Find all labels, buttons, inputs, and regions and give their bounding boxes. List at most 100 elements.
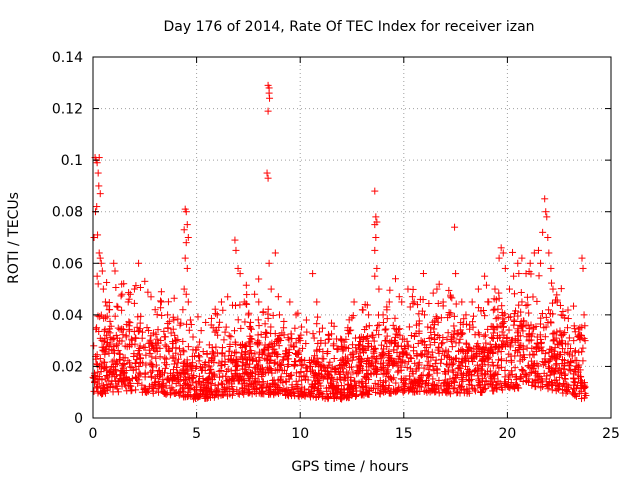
data-point	[398, 350, 406, 358]
data-point	[526, 351, 534, 359]
data-point	[310, 334, 318, 342]
data-point	[130, 299, 138, 307]
data-point	[346, 363, 354, 371]
data-point	[358, 391, 366, 399]
data-point	[581, 337, 589, 345]
data-point	[435, 344, 443, 352]
data-point	[217, 298, 225, 306]
data-point	[290, 343, 298, 351]
data-point	[537, 384, 545, 392]
data-point	[419, 270, 427, 278]
data-point	[337, 395, 345, 403]
data-point	[575, 361, 583, 369]
data-point	[395, 385, 403, 393]
data-point	[544, 319, 552, 327]
data-point	[144, 387, 152, 395]
data-point	[325, 361, 333, 369]
data-point	[303, 328, 311, 336]
data-point	[261, 341, 269, 349]
data-point	[411, 359, 419, 367]
data-point	[155, 366, 163, 374]
data-point	[565, 362, 573, 370]
data-point	[264, 305, 272, 313]
data-point	[571, 356, 579, 364]
data-point	[580, 311, 588, 319]
data-point	[489, 334, 497, 342]
data-point	[463, 352, 471, 360]
data-point	[100, 327, 108, 335]
data-point	[435, 376, 443, 384]
data-point	[114, 303, 122, 311]
data-point	[153, 311, 161, 319]
data-point	[284, 355, 292, 363]
data-point	[207, 365, 215, 373]
data-point	[227, 351, 235, 359]
data-point	[494, 305, 502, 313]
data-point	[567, 358, 575, 366]
data-point	[547, 264, 555, 272]
data-point	[317, 363, 325, 371]
data-point	[307, 368, 315, 376]
data-point	[174, 315, 182, 323]
data-point	[374, 380, 382, 388]
data-point	[427, 324, 435, 332]
data-point	[183, 264, 191, 272]
data-point	[260, 390, 268, 398]
data-point	[153, 335, 161, 343]
data-point	[224, 293, 232, 301]
data-point	[391, 314, 399, 322]
data-point	[424, 357, 432, 365]
data-point	[207, 380, 215, 388]
data-point	[194, 313, 202, 321]
data-point	[372, 388, 380, 396]
data-point	[542, 380, 550, 388]
data-point	[320, 363, 328, 371]
data-point	[212, 343, 220, 351]
data-point	[522, 302, 530, 310]
data-point	[101, 298, 109, 306]
data-point	[564, 349, 572, 357]
data-point	[261, 320, 269, 328]
data-point	[352, 392, 360, 400]
data-point	[236, 301, 244, 309]
data-point	[346, 384, 354, 392]
data-point	[337, 376, 345, 384]
data-point	[511, 347, 519, 355]
data-point	[113, 302, 121, 310]
data-point	[297, 387, 305, 395]
data-point	[543, 213, 551, 221]
data-point	[223, 385, 231, 393]
data-point	[454, 389, 462, 397]
data-point	[579, 357, 587, 365]
data-point	[192, 390, 200, 398]
data-point	[106, 317, 114, 325]
data-point	[421, 311, 429, 319]
data-point	[262, 383, 270, 391]
data-point	[94, 231, 102, 239]
data-point	[556, 301, 564, 309]
data-point	[438, 388, 446, 396]
data-point	[458, 355, 466, 363]
data-point	[506, 384, 514, 392]
data-point	[268, 349, 276, 357]
data-point	[158, 311, 166, 319]
data-point	[205, 341, 213, 349]
data-point	[452, 270, 460, 278]
data-point	[425, 387, 433, 395]
data-point	[92, 355, 100, 363]
data-point	[146, 349, 154, 357]
data-point	[538, 310, 546, 318]
data-point	[549, 330, 557, 338]
data-point	[505, 350, 513, 358]
data-point	[452, 339, 460, 347]
data-point	[184, 388, 192, 396]
data-point	[385, 353, 393, 361]
data-point	[510, 317, 518, 325]
data-point	[470, 345, 478, 353]
data-point	[352, 347, 360, 355]
data-point	[527, 357, 535, 365]
data-point	[388, 375, 396, 383]
data-point	[148, 353, 156, 361]
data-point	[421, 350, 429, 358]
data-point	[184, 361, 192, 369]
